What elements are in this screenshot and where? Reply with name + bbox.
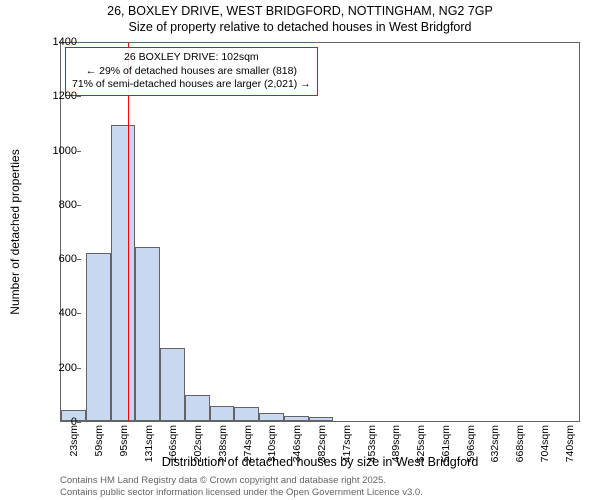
y-tick: 1200: [37, 90, 77, 102]
chart-container: 26, BOXLEY DRIVE, WEST BRIDGFORD, NOTTIN…: [0, 0, 600, 500]
histogram-bar: [210, 406, 235, 421]
x-tick: 417sqm: [341, 425, 353, 462]
histogram-bar: [259, 413, 284, 421]
x-tick: 596sqm: [465, 425, 477, 462]
y-tick: 400: [37, 307, 77, 319]
x-tick: 525sqm: [415, 425, 427, 462]
annotation-line: 71% of semi-detached houses are larger (…: [72, 78, 311, 92]
title-line-2: Size of property relative to detached ho…: [0, 20, 600, 36]
reference-line: [128, 43, 129, 421]
y-axis-label: Number of detached properties: [8, 42, 24, 422]
x-tick: 704sqm: [539, 425, 551, 462]
annotation-line: 26 BOXLEY DRIVE: 102sqm: [72, 51, 311, 65]
y-tick: 1400: [37, 36, 77, 48]
footer-attribution: Contains HM Land Registry data © Crown c…: [60, 475, 423, 498]
x-tick: 166sqm: [167, 425, 179, 462]
annotation-line: ← 29% of detached houses are smaller (81…: [72, 65, 311, 79]
histogram-bar: [160, 348, 185, 421]
x-tick: 274sqm: [242, 425, 254, 462]
y-tick: 600: [37, 253, 77, 265]
title-line-1: 26, BOXLEY DRIVE, WEST BRIDGFORD, NOTTIN…: [0, 4, 600, 20]
x-tick: 561sqm: [440, 425, 452, 462]
footer-line-1: Contains HM Land Registry data © Crown c…: [60, 475, 423, 486]
histogram-bar: [284, 416, 309, 421]
histogram-bar: [309, 417, 334, 421]
x-tick: 382sqm: [316, 425, 328, 462]
histogram-bar: [86, 253, 111, 421]
x-tick: 632sqm: [489, 425, 501, 462]
x-tick: 489sqm: [390, 425, 402, 462]
plot-area: 26 BOXLEY DRIVE: 102sqm← 29% of detached…: [60, 42, 580, 422]
annotation-box: 26 BOXLEY DRIVE: 102sqm← 29% of detached…: [65, 47, 318, 96]
x-tick: 238sqm: [217, 425, 229, 462]
x-tick: 346sqm: [291, 425, 303, 462]
x-tick: 740sqm: [564, 425, 576, 462]
y-tick: 800: [37, 199, 77, 211]
x-tick: 23sqm: [68, 425, 80, 457]
chart-title-block: 26, BOXLEY DRIVE, WEST BRIDGFORD, NOTTIN…: [0, 0, 600, 35]
x-tick: 668sqm: [514, 425, 526, 462]
x-tick: 202sqm: [192, 425, 204, 462]
histogram-bar: [111, 125, 136, 421]
x-tick: 131sqm: [143, 425, 155, 462]
y-tick: 1000: [37, 145, 77, 157]
histogram-bar: [135, 247, 160, 421]
x-tick: 310sqm: [266, 425, 278, 462]
x-tick: 453sqm: [366, 425, 378, 462]
histogram-bar: [234, 407, 259, 421]
footer-line-2: Contains public sector information licen…: [60, 487, 423, 498]
y-tick: 200: [37, 362, 77, 374]
x-tick: 95sqm: [118, 425, 130, 457]
histogram-bar: [185, 395, 210, 421]
x-tick: 59sqm: [93, 425, 105, 457]
